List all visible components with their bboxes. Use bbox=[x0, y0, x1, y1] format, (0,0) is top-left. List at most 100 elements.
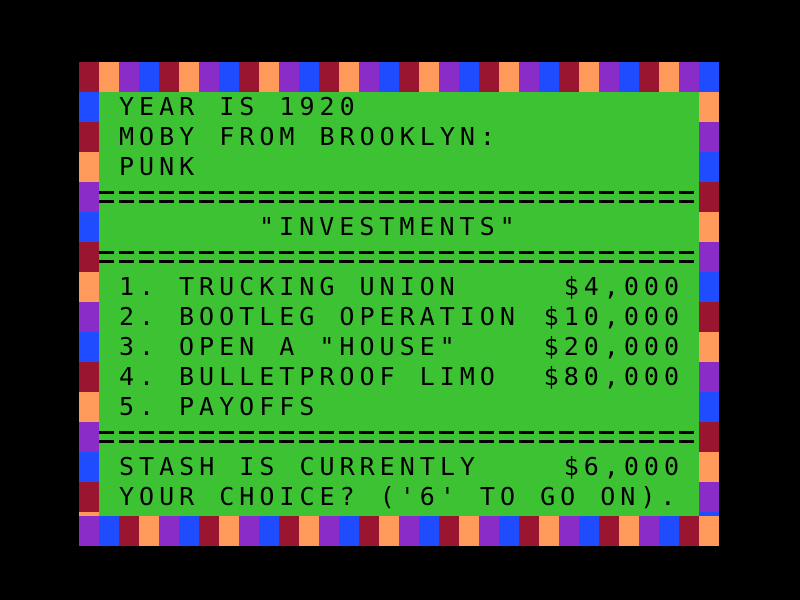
border-tile bbox=[79, 362, 99, 392]
stash-value: $6,000 bbox=[563, 452, 684, 481]
border-tile bbox=[399, 516, 419, 546]
border-tile bbox=[579, 62, 599, 92]
border-tile bbox=[179, 62, 199, 92]
border-tile bbox=[619, 516, 639, 546]
border-tile bbox=[519, 62, 539, 92]
border-tile bbox=[299, 516, 319, 546]
border-tile bbox=[659, 516, 679, 546]
border-tile bbox=[139, 516, 159, 546]
border-tile bbox=[319, 516, 339, 546]
option-name: BULLETPROOF LIMO bbox=[179, 362, 500, 391]
border-tile bbox=[79, 92, 99, 122]
border-tile bbox=[79, 482, 99, 512]
border-tile bbox=[639, 62, 659, 92]
rank-line: PUNK bbox=[99, 152, 699, 182]
option-price: $80,000 bbox=[543, 362, 684, 391]
border-tile bbox=[679, 516, 699, 546]
stash-label: STASH IS CURRENTLY bbox=[119, 452, 480, 481]
border-tile bbox=[79, 272, 99, 302]
option-name: TRUCKING UNION bbox=[179, 272, 460, 301]
year-line: YEAR IS 1920 bbox=[99, 92, 699, 122]
border-tile bbox=[99, 62, 119, 92]
border-tile bbox=[79, 392, 99, 422]
border-tile bbox=[519, 516, 539, 546]
border-tile bbox=[379, 62, 399, 92]
investment-option-3[interactable]: 3. OPEN A "HOUSE" $20,000 bbox=[99, 332, 699, 362]
border-tile bbox=[619, 62, 639, 92]
option-number: 1. bbox=[119, 272, 160, 301]
border-tile bbox=[139, 62, 159, 92]
border-tile bbox=[79, 512, 99, 516]
border-tile bbox=[699, 62, 719, 92]
border-tile bbox=[119, 516, 139, 546]
border-tile bbox=[219, 516, 239, 546]
border-tile bbox=[339, 516, 359, 546]
year-text: YEAR IS 1920 bbox=[119, 92, 360, 121]
border-tile bbox=[259, 516, 279, 546]
border-tile bbox=[159, 62, 179, 92]
section-title-line: "INVESTMENTS" bbox=[99, 212, 699, 242]
border-tile bbox=[539, 516, 559, 546]
divider-bottom bbox=[0, 422, 800, 452]
border-tile bbox=[699, 482, 719, 512]
border-tile bbox=[419, 516, 439, 546]
border-tile bbox=[699, 92, 719, 122]
checkered-border bbox=[79, 62, 719, 546]
border-tile bbox=[79, 516, 99, 546]
investment-option-2[interactable]: 2. BOOTLEG OPERATION $10,000 bbox=[99, 302, 699, 332]
border-tile bbox=[199, 516, 219, 546]
border-tile bbox=[539, 62, 559, 92]
border-tile bbox=[239, 62, 259, 92]
border-tile bbox=[699, 212, 719, 242]
border-tile bbox=[79, 302, 99, 332]
border-tile bbox=[199, 62, 219, 92]
playfield bbox=[99, 92, 699, 516]
option-price: $10,000 bbox=[543, 302, 684, 331]
border-tile bbox=[299, 62, 319, 92]
player-line: MOBY FROM BROOKLYN: bbox=[99, 122, 699, 152]
border-tile bbox=[559, 62, 579, 92]
border-tile bbox=[439, 516, 459, 546]
border-tile bbox=[79, 62, 99, 92]
border-tile bbox=[459, 516, 479, 546]
investment-option-4[interactable]: 4. BULLETPROOF LIMO $80,000 bbox=[99, 362, 699, 392]
border-tile bbox=[219, 62, 239, 92]
choice-prompt: YOUR CHOICE? ('6' TO GO ON). bbox=[119, 482, 681, 511]
border-tile bbox=[699, 152, 719, 182]
border-tile bbox=[599, 62, 619, 92]
option-price: $20,000 bbox=[543, 332, 684, 361]
border-tile bbox=[499, 516, 519, 546]
border-tile bbox=[699, 392, 719, 422]
section-title: "INVESTMENTS" bbox=[259, 212, 520, 241]
border-tile bbox=[259, 62, 279, 92]
option-number: 2. bbox=[119, 302, 160, 331]
border-tile bbox=[699, 302, 719, 332]
border-tile bbox=[179, 516, 199, 546]
border-tile bbox=[479, 62, 499, 92]
border-tile bbox=[699, 452, 719, 482]
investment-option-5[interactable]: 5. PAYOFFS bbox=[99, 392, 699, 422]
option-name: PAYOFFS bbox=[179, 392, 320, 421]
border-tile bbox=[699, 422, 719, 452]
border-tile bbox=[399, 62, 419, 92]
border-tile bbox=[79, 452, 99, 482]
border-tile bbox=[79, 152, 99, 182]
border-tile bbox=[639, 516, 659, 546]
border-tile bbox=[79, 182, 99, 212]
border-tile bbox=[699, 362, 719, 392]
border-tile bbox=[79, 122, 99, 152]
border-tile bbox=[499, 62, 519, 92]
border-tile bbox=[599, 516, 619, 546]
border-tile bbox=[459, 62, 479, 92]
divider-middle bbox=[0, 242, 800, 272]
option-name: OPEN A "HOUSE" bbox=[179, 332, 460, 361]
border-tile bbox=[379, 516, 399, 546]
border-tile bbox=[699, 122, 719, 152]
border-tile bbox=[99, 516, 119, 546]
option-name: BOOTLEG OPERATION bbox=[179, 302, 520, 331]
investment-option-1[interactable]: 1. TRUCKING UNION $4,000 bbox=[99, 272, 699, 302]
border-tile bbox=[279, 516, 299, 546]
prompt-line[interactable]: YOUR CHOICE? ('6' TO GO ON). bbox=[99, 482, 699, 512]
border-tile bbox=[699, 516, 719, 546]
